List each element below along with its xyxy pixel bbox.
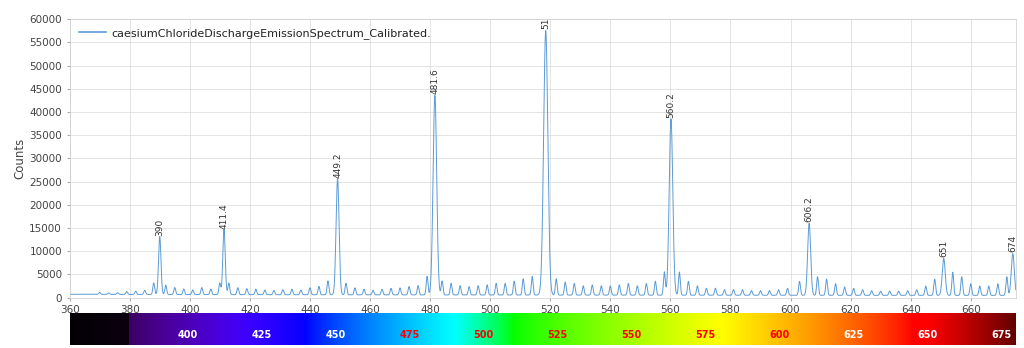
Text: 550: 550 <box>622 330 642 340</box>
Text: 475: 475 <box>399 330 420 340</box>
Text: 625: 625 <box>843 330 863 340</box>
Text: 606.2: 606.2 <box>805 196 814 222</box>
Text: 525: 525 <box>548 330 567 340</box>
Text: 449.2: 449.2 <box>333 152 342 178</box>
Text: 674: 674 <box>1009 235 1017 252</box>
Text: 675: 675 <box>991 330 1011 340</box>
Text: 411.4: 411.4 <box>219 203 228 229</box>
Text: 425: 425 <box>252 330 272 340</box>
Text: 651: 651 <box>939 239 948 257</box>
Text: 400: 400 <box>178 330 198 340</box>
X-axis label: Wavelength [nm]: Wavelength [nm] <box>492 321 594 334</box>
Legend: caesiumChlorideDischargeEmissionSpectrum_Calibrated.: caesiumChlorideDischargeEmissionSpectrum… <box>75 25 435 42</box>
Text: 575: 575 <box>695 330 716 340</box>
Text: 390: 390 <box>156 219 164 236</box>
Text: 600: 600 <box>769 330 790 340</box>
Text: 450: 450 <box>326 330 346 340</box>
Text: 560.2: 560.2 <box>667 92 676 118</box>
Text: 481.6: 481.6 <box>430 69 439 94</box>
Y-axis label: Counts: Counts <box>13 138 27 179</box>
Text: 650: 650 <box>916 330 937 340</box>
Text: 518.5: 518.5 <box>542 3 550 29</box>
Text: 500: 500 <box>473 330 494 340</box>
